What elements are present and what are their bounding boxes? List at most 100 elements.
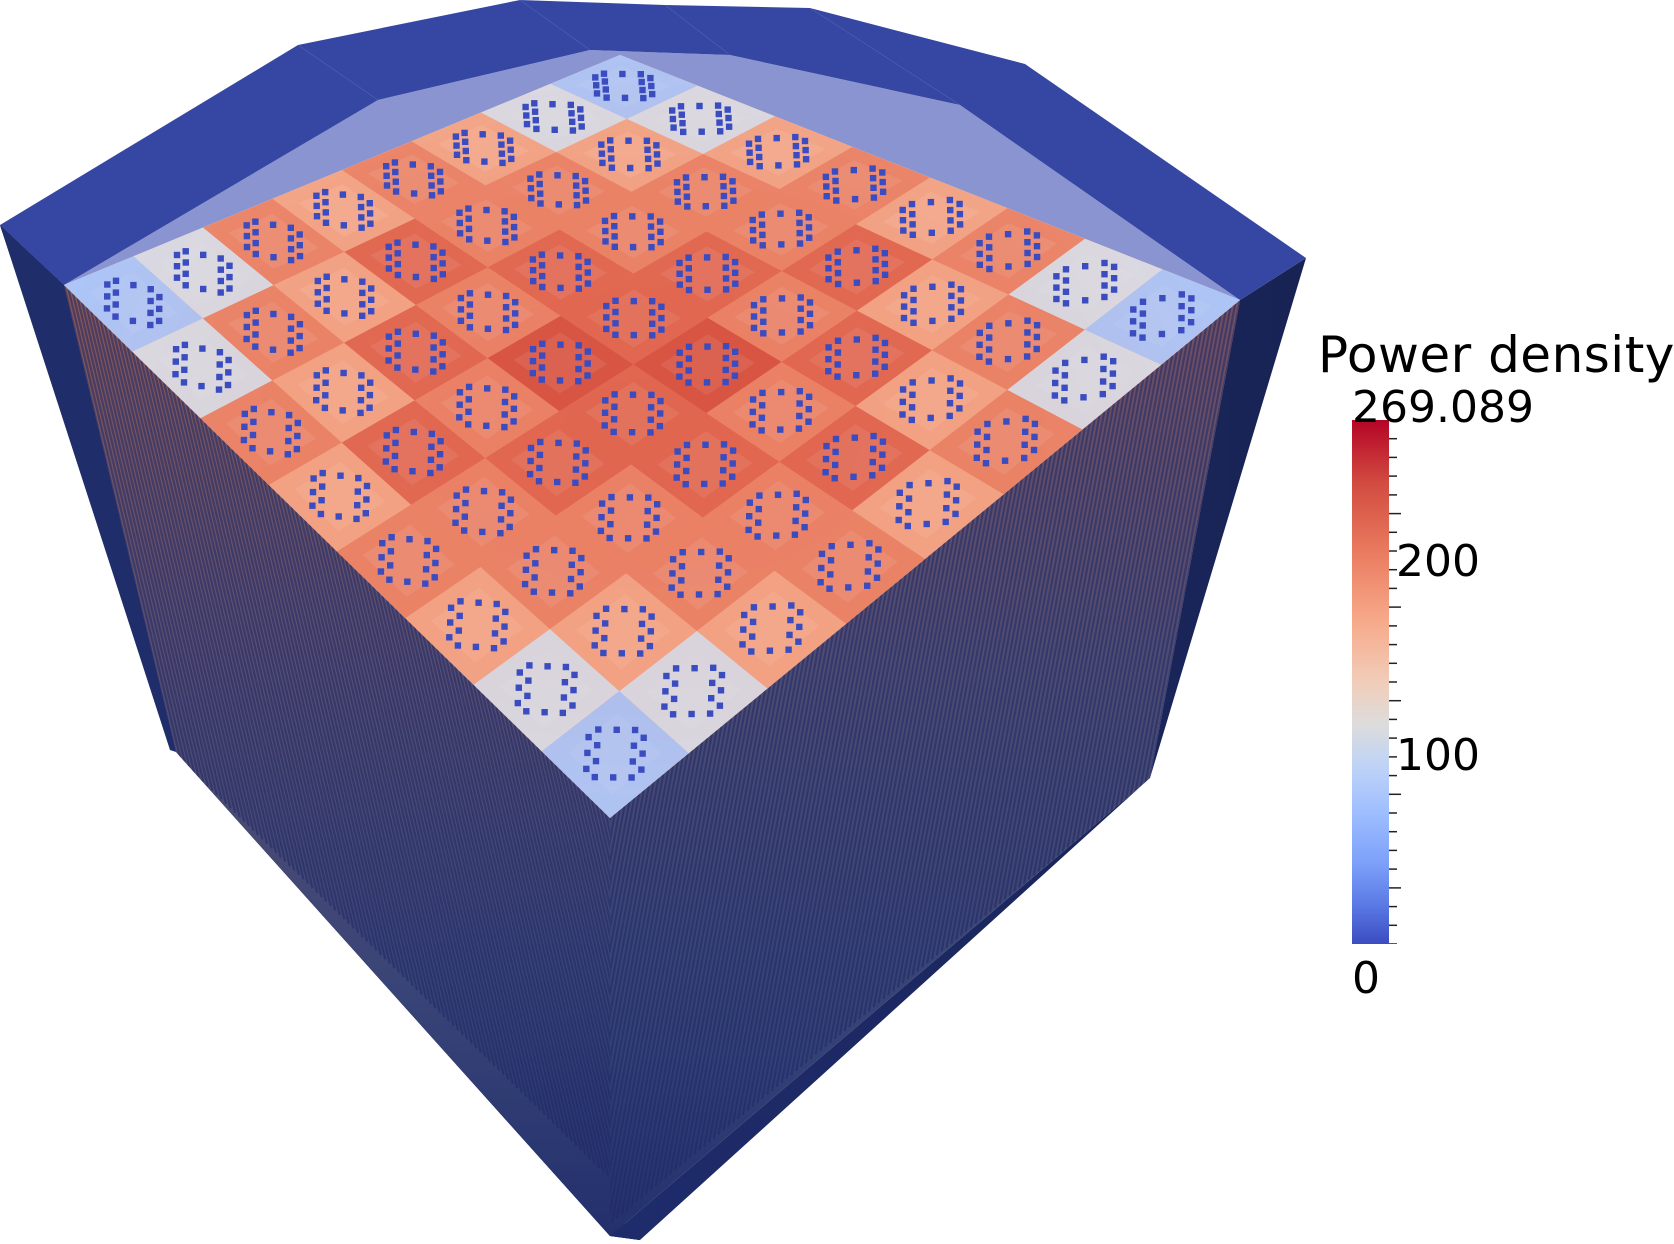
- control-rod-marker: [1004, 355, 1012, 363]
- control-rod-marker: [412, 273, 420, 281]
- rod-stripe: [945, 467, 1038, 948]
- control-rod-marker: [601, 634, 608, 642]
- control-rod-marker: [385, 243, 392, 251]
- control-rod-marker: [358, 384, 365, 391]
- control-rod-marker: [472, 643, 480, 651]
- control-rod-marker: [575, 365, 582, 373]
- legend-tick-label: 200: [1396, 536, 1480, 587]
- control-rod-marker: [584, 749, 591, 757]
- rod-stripe: [615, 738, 708, 1219]
- control-rod-marker: [577, 569, 584, 576]
- control-rod-marker: [833, 197, 840, 204]
- fuel-assembly-inner: [511, 165, 605, 215]
- control-rod-marker: [1062, 359, 1069, 367]
- control-rod-marker: [619, 70, 626, 78]
- rod-stripe: [527, 737, 610, 1209]
- control-rod-marker: [909, 211, 916, 218]
- control-rod-marker: [601, 422, 608, 429]
- fuel-assembly-cell: [405, 566, 550, 685]
- rod-stripe: [1047, 383, 1140, 864]
- control-rod-marker: [1101, 271, 1108, 278]
- control-rod-marker: [386, 576, 393, 583]
- control-rod-marker: [412, 241, 419, 248]
- fuel-assembly-cell: [485, 411, 632, 516]
- control-rod-marker: [456, 230, 464, 237]
- rod-stripe: [707, 662, 801, 1143]
- control-rod-marker: [394, 364, 401, 371]
- control-rod-marker: [678, 111, 685, 118]
- colorbar: [1352, 420, 1389, 944]
- rod-stripe: [431, 644, 546, 1116]
- rod-stripe: [536, 746, 610, 1218]
- control-rod-marker: [676, 373, 683, 380]
- control-rod-marker: [1033, 333, 1041, 341]
- control-rod-marker: [746, 499, 753, 506]
- rod-stripe: [158, 378, 273, 849]
- control-rod-marker: [881, 351, 889, 358]
- control-rod-marker: [241, 410, 248, 418]
- control-rod-marker: [182, 282, 189, 289]
- control-rod-marker: [452, 505, 460, 513]
- rod-stripe: [610, 793, 641, 1236]
- control-rod-marker: [953, 483, 960, 490]
- rod-stripe: [163, 382, 278, 853]
- control-rod-marker: [497, 132, 504, 139]
- control-rod-marker: [879, 169, 886, 176]
- control-rod-marker: [904, 522, 911, 530]
- control-rod-marker: [608, 493, 615, 501]
- control-rod-marker: [182, 259, 189, 266]
- control-rod-marker: [928, 229, 935, 236]
- control-rod-marker: [715, 562, 723, 569]
- fuel-assembly-inner: [801, 530, 898, 603]
- control-rod-marker: [410, 190, 418, 197]
- control-rod-marker: [825, 356, 832, 363]
- control-rod-marker: [358, 214, 365, 221]
- control-rod-marker: [1004, 231, 1012, 238]
- rod-stripe: [558, 768, 610, 1236]
- control-rod-marker: [1062, 266, 1070, 273]
- control-rod-marker: [391, 466, 398, 473]
- control-rod-marker: [430, 344, 437, 351]
- fuel-assembly-inner: [653, 97, 749, 142]
- control-rod-marker: [484, 325, 492, 332]
- fuel-assembly-inner: [582, 483, 677, 553]
- control-rod-marker: [900, 303, 908, 310]
- control-rod-marker: [511, 321, 519, 329]
- control-rod-marker: [217, 266, 224, 273]
- control-rod-marker: [647, 74, 654, 82]
- control-rod-marker: [250, 418, 257, 426]
- fuel-assembly-cell: [541, 691, 689, 818]
- control-rod-marker: [637, 71, 644, 78]
- control-rod-marker: [337, 472, 344, 479]
- control-rod-marker: [796, 219, 803, 227]
- control-rod-marker: [872, 277, 879, 285]
- control-rod-marker: [430, 356, 437, 363]
- rod-stripe: [122, 342, 237, 813]
- control-rod-marker: [792, 133, 799, 141]
- control-rod-marker: [787, 616, 794, 624]
- rod-stripe: [984, 435, 1077, 916]
- rod-stripe: [454, 666, 569, 1138]
- control-rod-marker: [759, 389, 766, 397]
- rod-stripe: [285, 502, 400, 973]
- control-rod-marker: [490, 645, 498, 652]
- control-rod-marker: [645, 494, 652, 501]
- control-rod-marker: [296, 332, 303, 340]
- rod-stripe: [800, 586, 893, 1068]
- control-rod-marker: [570, 686, 577, 694]
- control-rod-marker: [612, 308, 619, 316]
- control-rod-marker: [462, 486, 470, 493]
- control-rod-marker: [147, 286, 154, 293]
- rod-stripe: [144, 364, 259, 836]
- control-rod-marker: [748, 648, 755, 655]
- rod-stripe: [804, 582, 897, 1064]
- control-rod-marker: [872, 267, 879, 274]
- control-rod-marker: [394, 250, 401, 257]
- control-rod-marker: [538, 364, 546, 371]
- control-rod-marker: [683, 454, 690, 462]
- control-rod-marker: [313, 372, 320, 379]
- fuel-assembly-cell: [1084, 269, 1240, 365]
- control-rod-marker: [296, 242, 303, 249]
- fuel-assembly-cell: [481, 83, 627, 153]
